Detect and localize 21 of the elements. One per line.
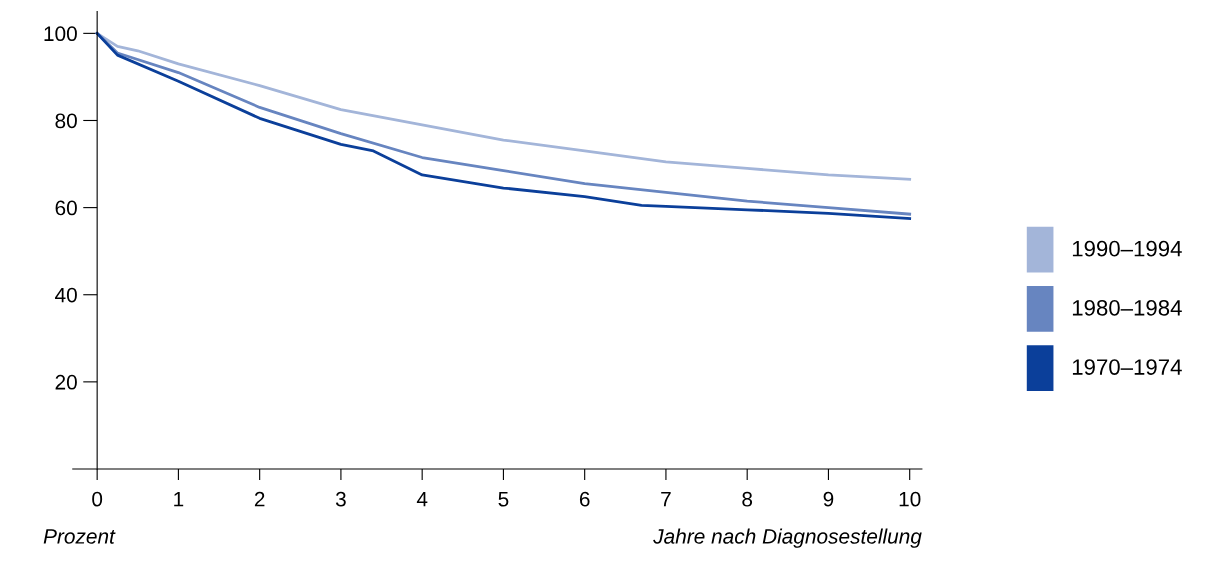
y-tick-label: 60 <box>55 200 77 216</box>
x-tick-label: 7 <box>661 491 671 507</box>
x-tick-label: 3 <box>335 491 346 507</box>
legend-label: 1970–1974 <box>1072 359 1182 375</box>
x-tick-label: 2 <box>254 491 265 507</box>
y-tick-label: 80 <box>55 113 77 129</box>
legend-label: 1980–1984 <box>1072 299 1182 316</box>
x-tick-label: 5 <box>498 491 509 507</box>
x-tick-label: 4 <box>416 491 428 507</box>
y-tick-label: 20 <box>55 374 77 390</box>
x-axis-title: Jahre nach Diagnosestellung <box>653 528 922 548</box>
x-tick-label: 10 <box>899 491 921 507</box>
legend-label: 1990–1994 <box>1072 240 1182 257</box>
y-axis-title: Prozent <box>43 529 116 544</box>
x-tick-label: 9 <box>823 491 834 507</box>
y-tick-label: 40 <box>55 287 77 303</box>
x-tick-label: 6 <box>579 491 590 507</box>
x-tick-label: 8 <box>742 491 753 507</box>
y-tick-label: 100 <box>44 26 77 42</box>
x-tick-label: 1 <box>174 491 184 507</box>
x-tick-label: 0 <box>92 491 103 507</box>
